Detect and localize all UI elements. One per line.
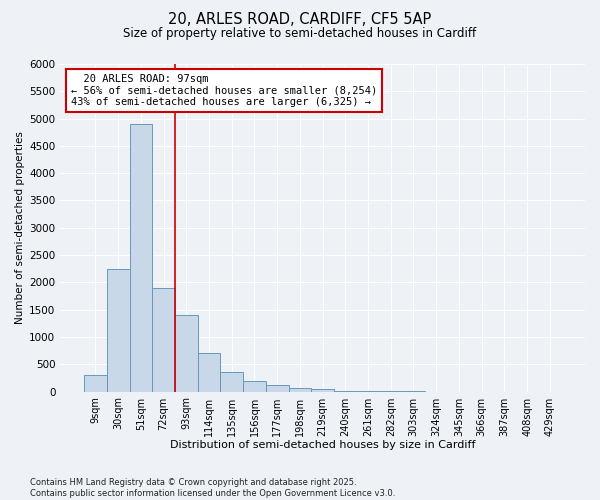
Bar xyxy=(243,380,266,392)
Bar xyxy=(84,375,107,392)
Text: 20 ARLES ROAD: 97sqm
← 56% of semi-detached houses are smaller (8,254)
43% of se: 20 ARLES ROAD: 97sqm ← 56% of semi-detac… xyxy=(71,74,377,107)
Bar xyxy=(107,268,130,392)
Bar xyxy=(198,354,220,392)
Bar xyxy=(311,389,334,392)
Bar xyxy=(175,315,198,392)
Bar xyxy=(152,288,175,392)
Bar xyxy=(220,372,243,392)
Bar xyxy=(289,388,311,392)
Y-axis label: Number of semi-detached properties: Number of semi-detached properties xyxy=(15,132,25,324)
Text: Contains HM Land Registry data © Crown copyright and database right 2025.
Contai: Contains HM Land Registry data © Crown c… xyxy=(30,478,395,498)
Bar xyxy=(334,390,357,392)
Text: Size of property relative to semi-detached houses in Cardiff: Size of property relative to semi-detach… xyxy=(124,28,476,40)
Bar xyxy=(130,124,152,392)
Bar xyxy=(266,385,289,392)
Text: 20, ARLES ROAD, CARDIFF, CF5 5AP: 20, ARLES ROAD, CARDIFF, CF5 5AP xyxy=(169,12,431,28)
X-axis label: Distribution of semi-detached houses by size in Cardiff: Distribution of semi-detached houses by … xyxy=(170,440,475,450)
